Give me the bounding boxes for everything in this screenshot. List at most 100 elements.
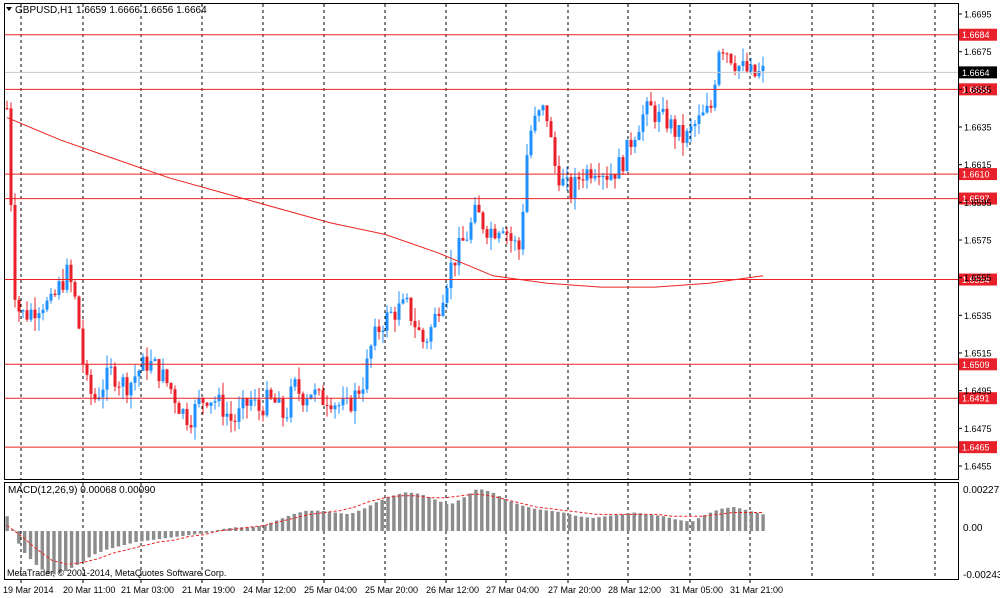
dropdown-triangle-icon[interactable]: [6, 7, 12, 11]
candle-body: [465, 239, 469, 241]
macd-signal-line: [6, 493, 763, 565]
macd-bar: [597, 517, 601, 532]
macd-indicator[interactable]: [5, 489, 765, 575]
candle-body: [329, 405, 333, 410]
macd-bar: [181, 531, 185, 536]
horizontal-levels[interactable]: 1.6684 1.6655 1.6610 1.6597 1.6554 1.6509 1.64…: [5, 28, 997, 454]
candle-body: [685, 130, 689, 143]
macd-bar: [761, 514, 765, 532]
macd-bar: [286, 515, 291, 532]
candle-body: [241, 398, 245, 409]
candle-body: [285, 417, 289, 419]
candle-body: [149, 360, 153, 371]
candle-body: [693, 123, 697, 127]
candle-body: [609, 174, 613, 180]
candle-body: [561, 178, 565, 186]
macd-bar: [661, 516, 666, 532]
macd-bar: [526, 507, 531, 532]
macd-bar: [116, 531, 121, 547]
macd-bar: [34, 531, 39, 565]
macd-bar: [163, 531, 168, 539]
macd-bar: [614, 514, 619, 532]
candle-body: [537, 110, 541, 116]
candle-body: [401, 299, 405, 304]
candle-body: [49, 293, 53, 301]
candle-body: [461, 237, 465, 241]
candle-body: [197, 398, 201, 404]
candle-body: [89, 374, 93, 394]
candle-body: [153, 359, 157, 361]
macd-bar: [544, 510, 548, 532]
macd-bar: [245, 527, 250, 532]
candle-body: [357, 390, 361, 394]
time-label: 31 Mar 05:00: [670, 585, 723, 595]
macd-bar: [151, 531, 156, 540]
macd-bar: [509, 501, 513, 532]
macd-bar: [573, 515, 578, 532]
candle-body: [581, 179, 585, 181]
candle-body: [597, 175, 601, 178]
price-tick-label: 1.6575: [964, 236, 992, 246]
level-label-box: [959, 192, 997, 205]
time-label: 27 Mar 04:00: [486, 585, 539, 595]
candle-body: [173, 389, 177, 404]
candle-body: [373, 326, 377, 346]
macd-bar: [368, 505, 373, 532]
price-tick-label: 1.6555: [964, 273, 992, 283]
time-label: 27 Mar 20:00: [548, 585, 601, 595]
macd-bar: [427, 497, 431, 532]
candle-body: [605, 175, 609, 180]
candle-body: [445, 287, 449, 303]
macd-bar: [146, 531, 150, 541]
level-label: 1.6655: [962, 85, 990, 95]
time-label: 31 Mar 21:00: [730, 585, 783, 595]
candle-body: [761, 65, 765, 72]
candle-body: [545, 105, 549, 122]
level-label-box: [959, 168, 997, 181]
level-label-box: [959, 392, 997, 405]
level-label: 1.6554: [962, 275, 990, 285]
candle-body: [73, 282, 77, 297]
macd-bar: [714, 510, 718, 532]
macd-bar: [392, 495, 396, 532]
macd-bar: [550, 511, 554, 532]
candle-body: [709, 105, 713, 108]
candle-body: [213, 401, 217, 403]
main-chart-frame: [4, 3, 959, 480]
candle-body: [269, 389, 273, 398]
current-price-label: 1.6664: [962, 68, 990, 78]
macd-bar: [251, 526, 255, 532]
candle-body: [65, 264, 69, 290]
macd-bar: [532, 508, 537, 532]
candle-body: [725, 53, 729, 55]
macd-bar: [632, 512, 636, 532]
macd-bar: [292, 513, 296, 532]
time-label: 25 Mar 20:00: [365, 585, 418, 595]
candle-body: [261, 410, 265, 416]
macd-bar: [210, 531, 214, 532]
candle-body: [549, 121, 553, 138]
macd-bar: [99, 531, 103, 552]
candlestick-series[interactable]: [5, 48, 765, 440]
candle-body: [509, 233, 513, 241]
macd-bar: [339, 513, 343, 532]
candle-body: [293, 379, 297, 387]
candle-body: [661, 108, 665, 112]
candle-body: [33, 309, 37, 319]
macd-bar: [69, 531, 74, 568]
macd-bar: [585, 517, 589, 532]
macd-bar: [726, 507, 730, 532]
price-tick-label: 1.6495: [964, 386, 992, 396]
price-tick-label: 1.6675: [964, 47, 992, 57]
macd-bar: [274, 520, 279, 532]
candle-body: [189, 425, 193, 428]
macd-bar: [64, 531, 68, 571]
candle-body: [301, 393, 305, 406]
macd-bar: [655, 515, 660, 532]
macd-bar: [620, 514, 625, 532]
macd-bar: [40, 531, 44, 570]
candle-body: [641, 114, 645, 132]
macd-bar: [503, 498, 507, 532]
candle-body: [689, 126, 693, 131]
